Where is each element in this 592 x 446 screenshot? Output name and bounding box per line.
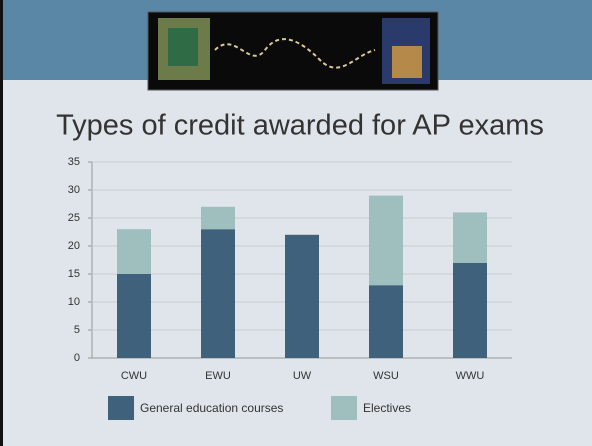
x-tick-label: UW: [293, 370, 312, 382]
image-logo: [168, 28, 198, 66]
bar-segment: [285, 235, 319, 358]
y-tick-label: 10: [68, 296, 80, 308]
bar-segment: [201, 229, 235, 358]
x-tick-label: WSU: [373, 370, 399, 382]
header-image: [148, 12, 438, 90]
x-tick-label: EWU: [205, 370, 231, 382]
bar-segment: [117, 274, 151, 358]
legend-label: General education courses: [140, 401, 283, 415]
y-tick-label: 35: [68, 156, 80, 168]
slide: Types of credit awarded for AP exams 0 5 1…: [0, 0, 592, 446]
bar-segment: [369, 285, 403, 358]
bar-segment: [117, 229, 151, 274]
x-tick-label: CWU: [121, 370, 147, 382]
bar-segment: [201, 207, 235, 229]
y-tick-label: 15: [68, 268, 80, 280]
y-tick-label: 20: [68, 240, 80, 252]
page: {"chart_data": {"type": "stacked-bar", "…: [0, 0, 592, 446]
bar-segment: [453, 263, 487, 358]
y-tick-label: 5: [74, 324, 80, 336]
left-border: [0, 0, 3, 446]
y-tick-label: 30: [68, 184, 80, 196]
y-tick-label: 0: [74, 352, 80, 364]
chart-title: Types of credit awarded for AP exams: [56, 110, 544, 142]
bar-segment: [453, 212, 487, 262]
bar-segment: [369, 196, 403, 286]
legend-swatch: [108, 396, 134, 420]
image-building: [392, 46, 422, 78]
legend-label: Electives: [363, 401, 411, 415]
legend-swatch: [331, 396, 357, 420]
y-tick-label: 25: [68, 212, 80, 224]
x-tick-label: WWU: [456, 370, 485, 382]
